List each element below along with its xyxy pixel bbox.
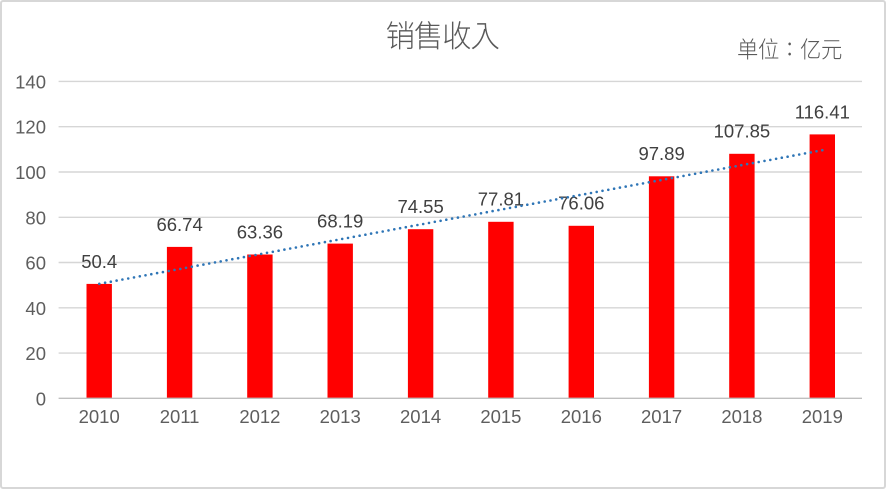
svg-text:97.89: 97.89: [638, 143, 684, 164]
svg-text:80: 80: [25, 207, 46, 228]
svg-text:2018: 2018: [721, 406, 762, 427]
svg-text:66.74: 66.74: [156, 214, 202, 235]
svg-text:120: 120: [15, 117, 46, 138]
svg-text:50.4: 50.4: [81, 251, 117, 272]
svg-text:68.19: 68.19: [317, 211, 363, 232]
svg-text:107.85: 107.85: [714, 121, 771, 142]
svg-text:2016: 2016: [561, 406, 602, 427]
svg-text:77.81: 77.81: [478, 189, 524, 210]
svg-text:40: 40: [25, 298, 46, 319]
svg-text:2013: 2013: [320, 406, 361, 427]
svg-text:2011: 2011: [160, 406, 200, 427]
svg-text:20: 20: [25, 343, 46, 364]
svg-text:2012: 2012: [239, 406, 280, 427]
svg-text:74.55: 74.55: [397, 196, 443, 217]
svg-text:63.36: 63.36: [237, 221, 283, 242]
svg-text:2014: 2014: [400, 406, 441, 427]
svg-text:60: 60: [25, 253, 46, 274]
svg-text:2010: 2010: [79, 406, 120, 427]
svg-text:116.41: 116.41: [795, 101, 850, 122]
svg-text:0: 0: [36, 388, 46, 409]
svg-text:76.06: 76.06: [558, 193, 604, 214]
svg-text:2019: 2019: [802, 406, 843, 427]
svg-text:140: 140: [15, 72, 46, 93]
svg-text:2017: 2017: [641, 406, 682, 427]
svg-text:2015: 2015: [480, 406, 521, 427]
svg-text:100: 100: [15, 162, 46, 183]
